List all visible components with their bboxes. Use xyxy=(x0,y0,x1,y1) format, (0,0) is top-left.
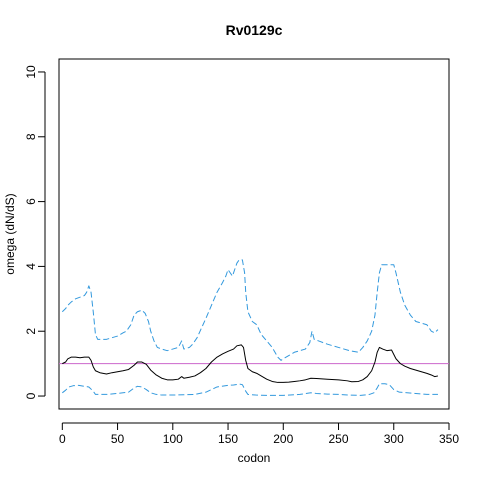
y-axis-label: omega (dN/dS) xyxy=(3,193,17,274)
x-tick-label: 200 xyxy=(273,432,293,446)
plot-frame xyxy=(58,58,450,410)
y-tick-label: 6 xyxy=(24,198,38,205)
x-tick-label: 0 xyxy=(59,432,66,446)
y-tick-label: 4 xyxy=(24,263,38,270)
x-tick-label: 50 xyxy=(111,432,125,446)
chart-title: Rv0129c xyxy=(226,22,283,38)
y-tick-label: 0 xyxy=(24,392,38,399)
x-tick-label: 300 xyxy=(384,432,404,446)
series-estimate-line xyxy=(62,344,439,383)
x-tick-label: 350 xyxy=(439,432,459,446)
series-upper-line xyxy=(61,259,439,361)
x-axis-label: codon xyxy=(238,451,271,465)
y-axis: 0 2 4 6 8 10 xyxy=(24,65,46,399)
x-axis: 0 50 100 150 200 250 300 350 xyxy=(59,422,459,446)
y-tick-label: 10 xyxy=(24,65,38,79)
x-tick-label: 250 xyxy=(329,432,349,446)
y-tick-label: 8 xyxy=(24,133,38,140)
x-tick-label: 150 xyxy=(218,432,238,446)
series-layer xyxy=(59,259,449,396)
x-tick-label: 100 xyxy=(163,432,183,446)
series-lower-line xyxy=(62,383,438,396)
y-tick-label: 2 xyxy=(24,328,38,335)
